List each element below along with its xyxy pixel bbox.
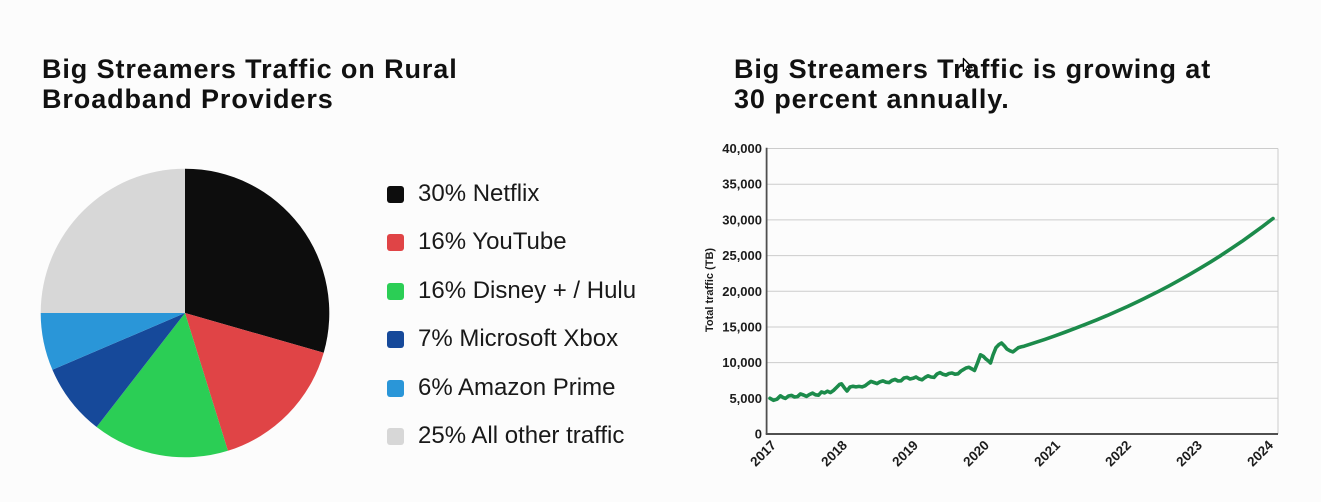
svg-text:40,000: 40,000 [722,141,762,156]
svg-text:2020: 2020 [960,438,992,470]
svg-text:2023: 2023 [1173,437,1205,469]
svg-text:2019: 2019 [889,438,921,470]
svg-text:0: 0 [755,427,762,442]
svg-text:10,000: 10,000 [722,355,762,370]
svg-text:2024: 2024 [1244,437,1276,469]
svg-text:5,000: 5,000 [729,391,762,406]
svg-text:30,000: 30,000 [722,212,762,227]
svg-text:2022: 2022 [1102,438,1134,470]
svg-text:2021: 2021 [1031,437,1063,469]
svg-text:15,000: 15,000 [722,320,762,335]
svg-text:35,000: 35,000 [722,177,762,192]
svg-text:2017: 2017 [747,438,779,470]
svg-text:2018: 2018 [818,437,850,469]
svg-text:20,000: 20,000 [722,284,762,299]
svg-text:Total traffic (TB): Total traffic (TB) [704,248,716,332]
svg-text:25,000: 25,000 [722,248,762,263]
